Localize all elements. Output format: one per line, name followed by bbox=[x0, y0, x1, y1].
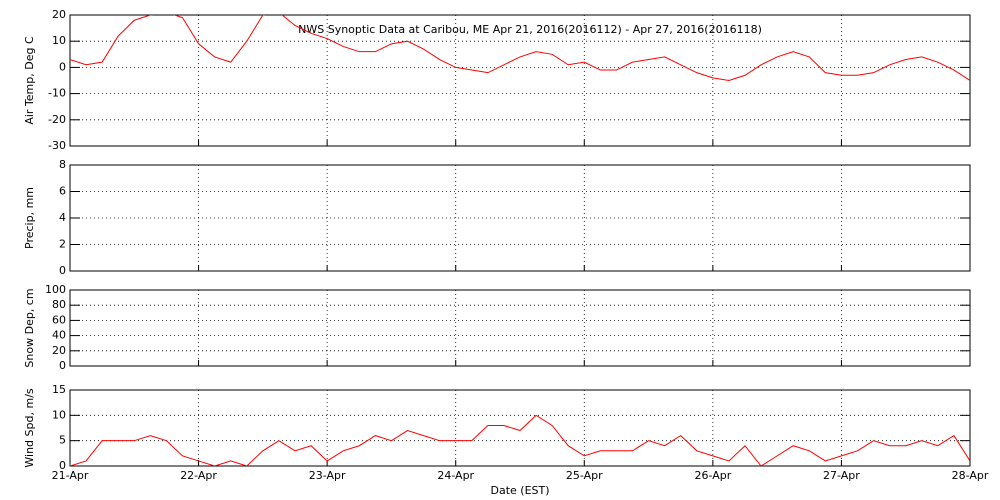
y-tick-label: -10 bbox=[48, 87, 66, 100]
x-tick-label: 21-Apr bbox=[52, 469, 89, 482]
data-line bbox=[70, 414, 970, 466]
y-tick-label: 2 bbox=[59, 238, 66, 251]
plot-frame bbox=[69, 289, 971, 367]
y-tick-label: 8 bbox=[59, 158, 66, 171]
x-tick-label: 25-Apr bbox=[566, 469, 603, 482]
y-tick-label: 10 bbox=[52, 34, 66, 47]
y-tick-label: 60 bbox=[52, 313, 66, 326]
x-tick-label: 26-Apr bbox=[694, 469, 731, 482]
y-tick-label: 0 bbox=[59, 359, 66, 372]
x-tick-label: 27-Apr bbox=[823, 469, 860, 482]
data-line bbox=[70, 15, 970, 82]
x-tick-label: 23-Apr bbox=[309, 469, 346, 482]
y-tick-label: 0 bbox=[59, 459, 66, 472]
y-tick-label: 4 bbox=[59, 211, 66, 224]
y-axis-label: Air Temp, Deg C bbox=[23, 36, 36, 125]
x-axis-label: Date (EST) bbox=[490, 484, 549, 497]
y-tick-label: 15 bbox=[52, 383, 66, 396]
y-tick-label: 10 bbox=[52, 408, 66, 421]
x-tick-label: 28-Apr bbox=[952, 469, 989, 482]
y-axis-label: Precip, mm bbox=[23, 187, 36, 249]
y-tick-label: 20 bbox=[52, 344, 66, 357]
y-tick-label: -30 bbox=[48, 139, 66, 152]
plot-frame bbox=[69, 164, 971, 272]
y-tick-label: 100 bbox=[45, 283, 66, 296]
y-tick-label: 5 bbox=[59, 434, 66, 447]
x-tick-label: 24-Apr bbox=[437, 469, 474, 482]
y-axis-label: Wind Spd, m/s bbox=[23, 388, 36, 468]
x-tick-label: 22-Apr bbox=[180, 469, 217, 482]
y-tick-label: 0 bbox=[59, 60, 66, 73]
y-tick-label: 6 bbox=[59, 185, 66, 198]
y-tick-label: 40 bbox=[52, 329, 66, 342]
y-tick-label: -20 bbox=[48, 113, 66, 126]
plot-frame bbox=[69, 389, 971, 467]
y-axis-label: Snow Dep, cm bbox=[23, 288, 36, 367]
y-tick-label: 0 bbox=[59, 264, 66, 277]
y-tick-label: 80 bbox=[52, 298, 66, 311]
y-tick-label: 20 bbox=[52, 8, 66, 21]
chart-title: NWS Synoptic Data at Caribou, ME Apr 21,… bbox=[298, 23, 762, 36]
